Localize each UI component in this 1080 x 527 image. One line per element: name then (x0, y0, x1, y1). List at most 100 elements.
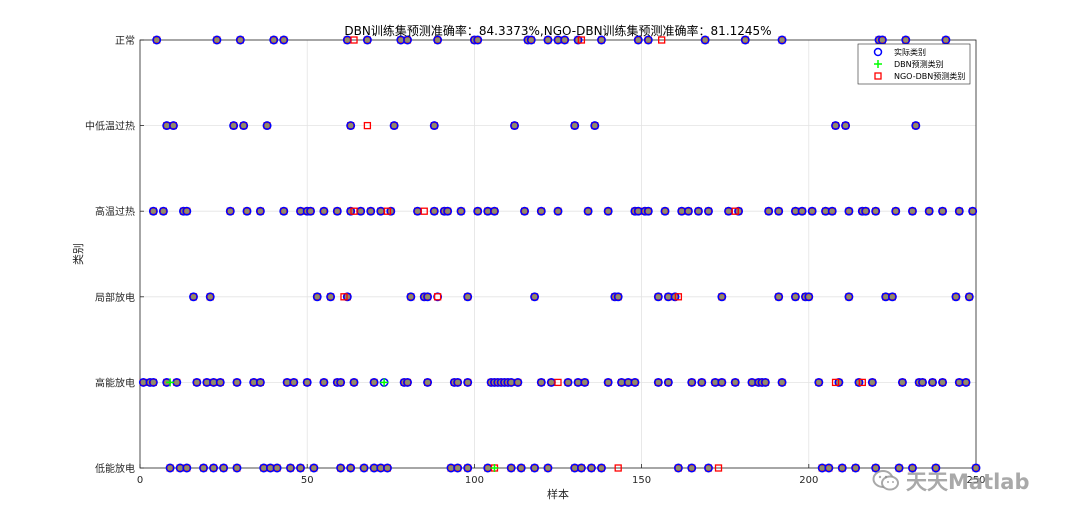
actual-class-point (543, 463, 553, 473)
actual-class-point (433, 35, 443, 45)
dbn-prediction-point (166, 378, 175, 387)
actual-class-point (255, 206, 265, 216)
actual-class-point (586, 463, 596, 473)
actual-class-point (192, 377, 202, 387)
actual-class-point (717, 292, 727, 302)
actual-class-point (168, 121, 178, 131)
actual-class-point (931, 463, 941, 473)
actual-class-point (653, 377, 663, 387)
actual-class-point (887, 292, 897, 302)
actual-class-point (683, 206, 693, 216)
actual-class-point (871, 206, 881, 216)
actual-class-point (286, 463, 295, 473)
actual-class-point (894, 463, 904, 473)
actual-class-point (386, 206, 396, 216)
actual-class-point (359, 463, 369, 473)
dbn-prediction-point (380, 378, 389, 387)
actual-class-point (918, 377, 927, 387)
actual-class-point (897, 377, 907, 387)
data-marks (138, 35, 981, 473)
actual-class-point (560, 35, 570, 45)
actual-class-point (346, 206, 356, 216)
actual-class-point (212, 35, 222, 45)
actual-class-point (302, 377, 312, 387)
actual-class-point (189, 292, 198, 302)
actual-class-point (804, 292, 814, 302)
actual-class-point (861, 206, 871, 216)
actual-class-point (319, 377, 329, 387)
actual-class-point (730, 377, 740, 387)
actual-class-point (296, 463, 305, 473)
ngo-dbn-prediction-point (350, 207, 358, 215)
actual-class-point (603, 206, 613, 216)
actual-class-point (182, 463, 192, 473)
actual-class-point (506, 463, 516, 473)
actual-class-point (764, 206, 774, 216)
actual-class-point (205, 292, 215, 302)
legend-label-actual: 实际类别 (894, 47, 926, 57)
actual-class-point (760, 377, 770, 387)
legend-marker-actual (873, 47, 883, 57)
actual-class-point (851, 463, 861, 473)
ngo-dbn-prediction-point (614, 464, 622, 472)
actual-class-point (209, 463, 219, 473)
actual-class-point (199, 463, 208, 473)
actual-class-point (837, 463, 847, 473)
actual-class-point (279, 35, 289, 45)
actual-class-point (928, 377, 937, 387)
dbn-prediction-point (490, 464, 499, 472)
actual-class-point (740, 35, 750, 45)
actual-class-point (362, 35, 372, 45)
actual-class-point (456, 206, 466, 216)
actual-class-point (603, 377, 613, 387)
actual-class-point (563, 377, 573, 387)
actual-class-point (583, 206, 593, 216)
x-axis-label: 样本 (547, 487, 569, 501)
actual-class-point (580, 377, 590, 387)
actual-class-point (235, 35, 245, 45)
actual-class-point (225, 206, 235, 216)
x-tick-label: 50 (301, 475, 314, 486)
ngo-dbn-prediction-point (714, 464, 723, 472)
actual-class-point (453, 463, 463, 473)
actual-class-point (433, 292, 443, 302)
actual-class-point (530, 292, 540, 302)
actual-class-point (272, 463, 282, 473)
actual-class-point (366, 206, 376, 216)
actual-class-point (968, 206, 978, 216)
actual-class-point (463, 292, 473, 302)
actual-class-point (673, 463, 683, 473)
actual-class-point (831, 121, 841, 131)
actual-class-point (827, 206, 837, 216)
actual-class-point (576, 463, 586, 473)
actual-class-point (717, 377, 727, 387)
actual-class-point (332, 206, 342, 216)
actual-class-point (814, 377, 824, 387)
actual-class-point (346, 463, 356, 473)
y-tick-label: 低能放电 (95, 462, 135, 475)
ngo-dbn-prediction-point (577, 36, 586, 44)
y-tick-label: 正常 (115, 34, 135, 47)
actual-class-point (663, 377, 673, 387)
actual-class-point (590, 121, 600, 131)
actual-class-point (383, 463, 392, 473)
actual-class-point (219, 463, 229, 473)
ngo-dbn-prediction-point (858, 378, 866, 387)
actual-class-point (520, 206, 530, 216)
actual-class-point (964, 292, 974, 302)
actual-class-point (309, 463, 319, 473)
ngo-dbn-prediction-point (674, 293, 683, 301)
actual-class-point (443, 206, 453, 216)
actual-class-point (543, 35, 553, 45)
actual-class-point (704, 206, 713, 216)
actual-class-point (389, 121, 399, 131)
actual-class-point (961, 377, 971, 387)
actual-class-point (834, 377, 844, 387)
y-tick-label: 高能放电 (95, 376, 135, 389)
actual-class-point (510, 121, 519, 131)
grid-lines (139, 39, 977, 469)
actual-class-point (406, 292, 416, 302)
actual-class-point (643, 206, 653, 216)
actual-class-point (473, 206, 483, 216)
